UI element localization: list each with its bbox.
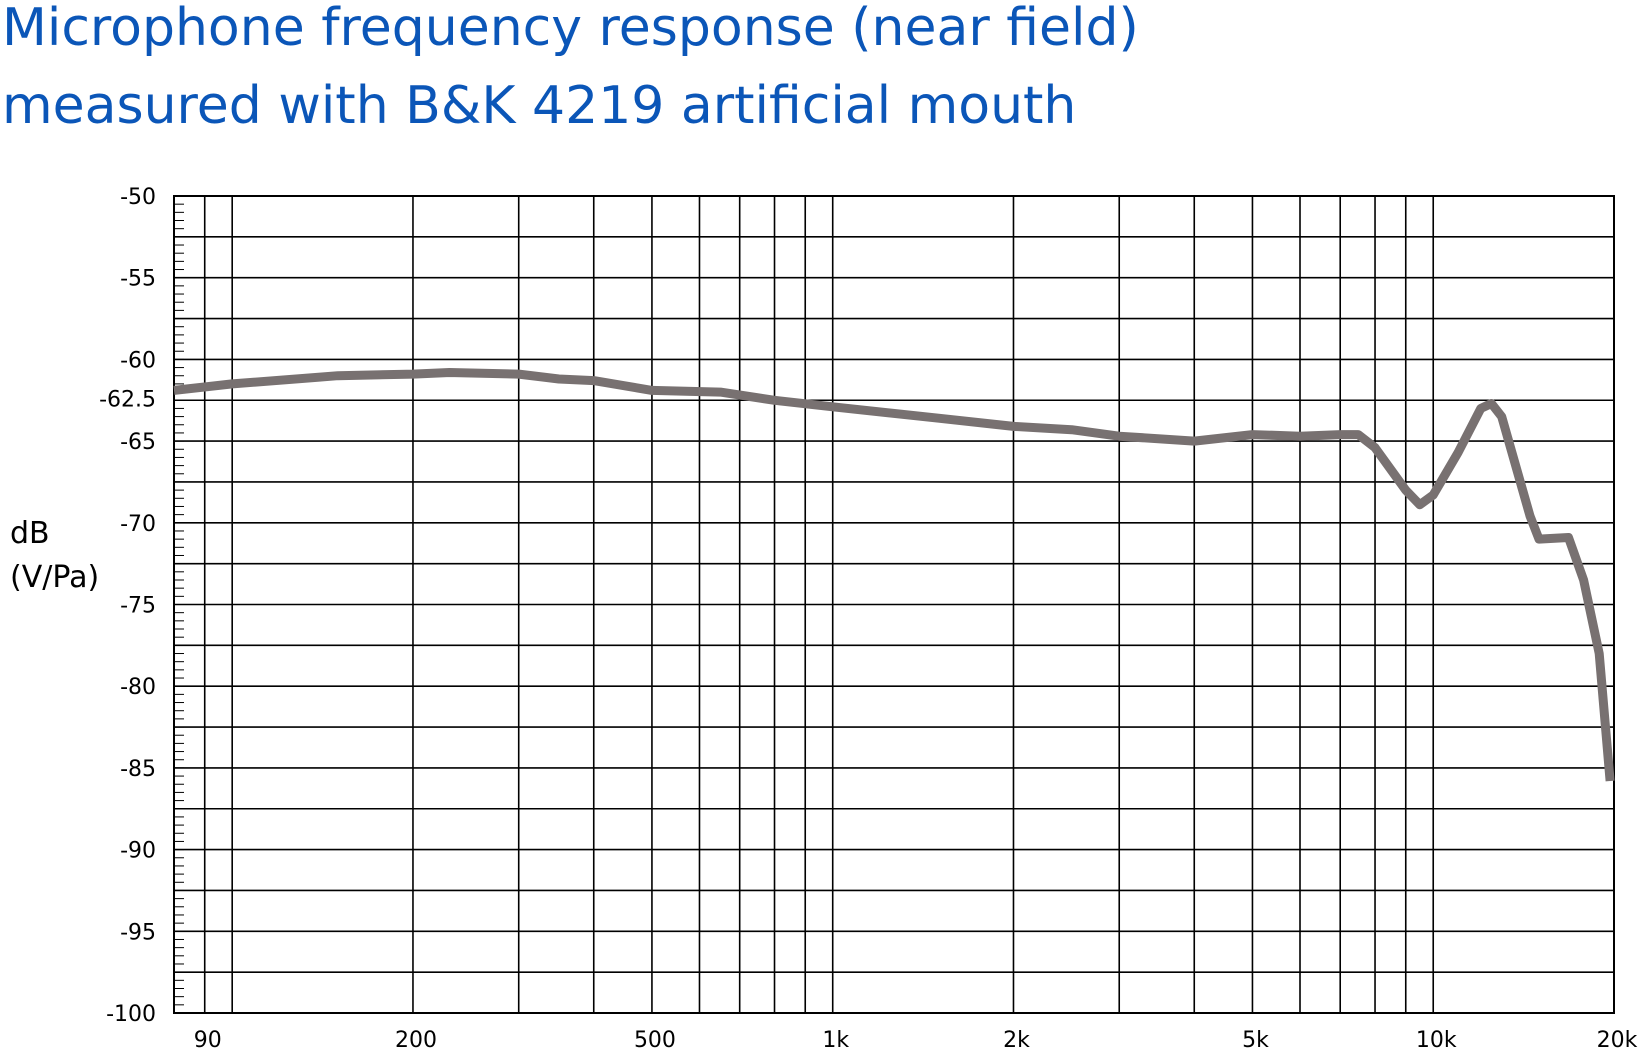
y-tick-label: -85 [120,757,156,782]
y-tick-label: -100 [106,1002,156,1027]
response-curve [173,368,1615,782]
x-tick-label: 1k [822,1028,849,1053]
y-axis-label-line-1: dB [10,516,50,551]
plot-frame [173,195,1615,1014]
y-tick-label: -75 [120,594,156,619]
y-axis-label: dB (V/Pa) [10,512,99,600]
x-tick-label: 90 [194,1028,222,1053]
y-tick-label: -80 [120,675,156,700]
y-tick-label: -90 [120,839,156,864]
y-tick-label: -70 [120,512,156,537]
y-tick-label: -62.5 [99,387,156,412]
x-tick-label: 200 [395,1028,437,1053]
y-tick-label: -65 [120,430,156,455]
x-tick-label: 500 [634,1028,676,1053]
chart-title-line-2: measured with B&K 4219 artificial mouth [2,76,1077,136]
x-tick-label: 20k [1597,1028,1638,1053]
y-tick-label: -95 [120,920,156,945]
y-axis-label-line-2: (V/Pa) [10,560,100,595]
x-axis-label: Hz [904,1052,932,1054]
x-tick-label: 10k [1416,1028,1457,1053]
y-tick-label: -55 [120,267,156,292]
y-tick-label: -60 [120,348,156,373]
x-tick-label: 2k [1003,1028,1030,1053]
chart-title-line-1: Microphone frequency response (near fiel… [2,0,1139,58]
y-tick-label: -50 [120,185,156,210]
x-tick-label: 5k [1242,1028,1269,1053]
